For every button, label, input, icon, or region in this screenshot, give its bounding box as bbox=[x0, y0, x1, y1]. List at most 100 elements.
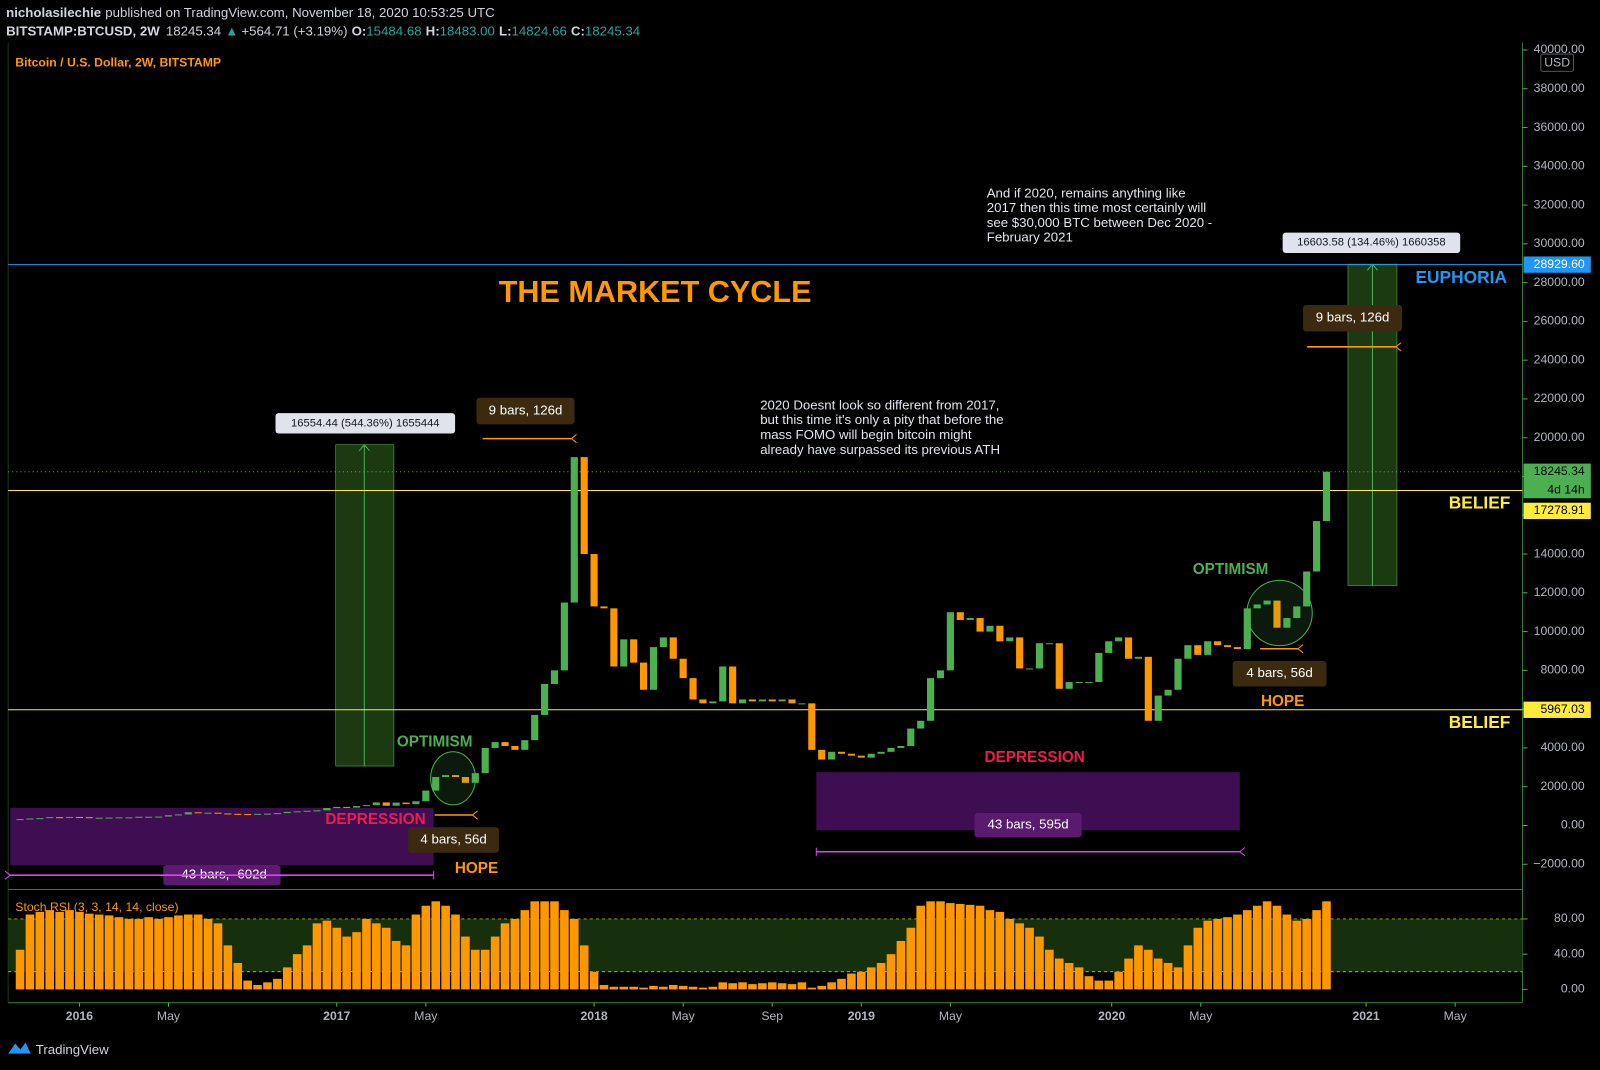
stoch-bar bbox=[837, 978, 846, 990]
range-box bbox=[408, 827, 499, 853]
stoch-bar bbox=[758, 983, 767, 990]
stoch-bar bbox=[104, 915, 114, 990]
candle bbox=[224, 813, 232, 815]
change: +564.71 (+3.19%) bbox=[241, 23, 347, 38]
candle bbox=[837, 751, 846, 754]
candle bbox=[1105, 641, 1113, 653]
y-tick-label: 8000.00 bbox=[1540, 663, 1584, 677]
range-label: 4 bars, 56d bbox=[1246, 665, 1312, 680]
candle bbox=[155, 816, 163, 818]
candle bbox=[1223, 645, 1232, 648]
y-tick-label: 32000.00 bbox=[1534, 197, 1585, 211]
stoch-bar bbox=[906, 927, 916, 990]
stoch-bar bbox=[1025, 927, 1034, 990]
candle bbox=[1065, 682, 1073, 689]
stoch-bar bbox=[985, 910, 995, 990]
stoch-bar bbox=[15, 949, 25, 990]
stoch-bar bbox=[1312, 910, 1321, 990]
candle bbox=[1154, 695, 1162, 721]
candle bbox=[1075, 682, 1083, 684]
stoch-bar bbox=[134, 918, 144, 990]
ohlc-label: H: bbox=[426, 23, 440, 38]
candle bbox=[699, 699, 707, 704]
candle bbox=[887, 747, 895, 752]
stoch-bar bbox=[243, 980, 252, 990]
candle bbox=[1144, 656, 1152, 721]
candle bbox=[273, 813, 281, 815]
candle bbox=[184, 812, 192, 815]
phase-label: OPTIMISM bbox=[1193, 561, 1269, 578]
stoch-bar bbox=[1084, 976, 1094, 990]
stoch-bar bbox=[738, 982, 747, 990]
candle bbox=[481, 747, 489, 774]
candle bbox=[174, 814, 182, 816]
candle bbox=[204, 812, 212, 814]
stoch-bar bbox=[530, 901, 539, 990]
candle bbox=[966, 618, 974, 620]
stoch-bar bbox=[233, 962, 243, 990]
level-box bbox=[1523, 502, 1591, 520]
countdown: 4d 14h bbox=[1547, 482, 1585, 496]
indicator-title: Stoch RSI (3, 3, 14, 14, close) bbox=[15, 900, 178, 914]
symbol: BITSTAMP:BTCUSD, 2W bbox=[6, 23, 160, 38]
published: published on TradingView.com, November 1… bbox=[105, 5, 495, 20]
candle bbox=[976, 618, 984, 632]
stoch-bar bbox=[995, 911, 1005, 990]
candle bbox=[758, 699, 766, 702]
stoch-bar bbox=[441, 905, 450, 990]
stoch-bar bbox=[263, 982, 272, 990]
candle bbox=[788, 699, 796, 704]
candle bbox=[956, 612, 964, 620]
y-tick-label: 24000.00 bbox=[1534, 352, 1585, 366]
x-tick-label: 2018 bbox=[580, 1009, 607, 1023]
phase-label: HOPE bbox=[455, 860, 498, 877]
stoch-bar bbox=[728, 983, 737, 990]
stoch-bar bbox=[342, 936, 351, 990]
optimism-circle bbox=[1246, 579, 1313, 647]
stoch-bar bbox=[282, 967, 292, 990]
stoch-bar bbox=[1233, 914, 1242, 990]
stoch-bar bbox=[35, 911, 45, 990]
x-tick-label: May bbox=[414, 1009, 438, 1023]
stoch-y-tick-label: 80.00 bbox=[1554, 911, 1585, 925]
y-tick-label: 34000.00 bbox=[1534, 159, 1585, 173]
stoch-bar bbox=[1144, 949, 1153, 990]
stoch-bar bbox=[1064, 962, 1074, 990]
x-tick-label: 2020 bbox=[1098, 1009, 1125, 1023]
stoch-bar bbox=[421, 905, 431, 990]
phase-label: BELIEF bbox=[1449, 492, 1511, 512]
range-box bbox=[1232, 660, 1327, 687]
candle bbox=[501, 742, 509, 746]
arrow-head bbox=[570, 434, 577, 444]
candle bbox=[907, 728, 915, 746]
publisher-line: nicholasilechie published on TradingView.… bbox=[6, 5, 495, 20]
stoch-bar bbox=[926, 901, 935, 990]
last-price: 18245.34 bbox=[166, 23, 221, 38]
stoch-bar bbox=[579, 945, 589, 990]
ohlc-value: 18245.34 bbox=[585, 23, 640, 38]
candle bbox=[689, 678, 697, 700]
stoch-bar bbox=[777, 983, 787, 990]
x-tick-label: May bbox=[1444, 1009, 1468, 1023]
ohlc-label: C: bbox=[571, 23, 585, 38]
candle bbox=[639, 662, 648, 690]
stoch-bar bbox=[75, 911, 84, 990]
candle bbox=[1283, 618, 1291, 628]
stoch-bar bbox=[1134, 945, 1143, 990]
candle bbox=[996, 625, 1004, 642]
stoch-bar bbox=[668, 984, 678, 990]
candle bbox=[75, 816, 83, 818]
range-box bbox=[1303, 304, 1403, 332]
candle bbox=[590, 554, 598, 607]
stoch-bar bbox=[1173, 967, 1183, 990]
stoch-bar bbox=[85, 913, 94, 990]
candle bbox=[343, 806, 351, 808]
note-line: already have surpassed its previous ATH bbox=[760, 442, 1000, 457]
candle bbox=[1085, 682, 1093, 684]
stoch-bar bbox=[1153, 958, 1163, 990]
candle bbox=[491, 742, 499, 748]
candle bbox=[1035, 643, 1044, 669]
candle bbox=[194, 812, 202, 814]
